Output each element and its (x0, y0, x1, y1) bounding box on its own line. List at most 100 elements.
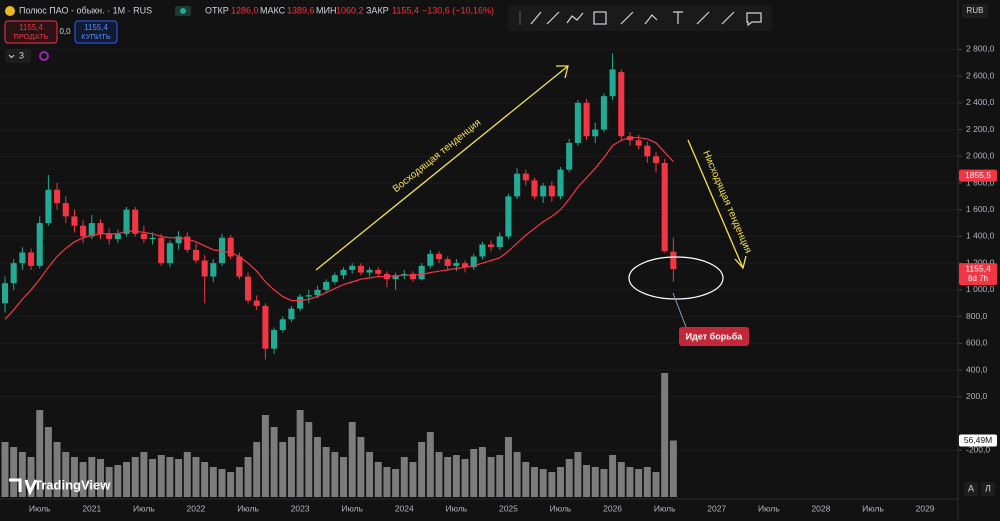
tool-text[interactable] (673, 11, 683, 24)
drawing-toolbar (508, 5, 772, 31)
candle-body (444, 259, 451, 266)
x-tick-label: 2029 (916, 503, 935, 513)
ohlc-label: МАКС (260, 5, 286, 15)
price-label: 1155,4 (965, 263, 991, 273)
volume-bar (548, 472, 556, 497)
candle-body (592, 129, 599, 137)
candle-body (253, 300, 260, 306)
volume-label: 56,49M (964, 435, 992, 445)
volume-bar (296, 410, 304, 497)
candle-body (201, 260, 208, 277)
candle-body (670, 251, 677, 270)
indicators-toggle[interactable] (5, 49, 31, 63)
candle-body (80, 225, 87, 237)
volume-bar (235, 467, 243, 497)
candle-body (149, 237, 156, 240)
y-tick-label: 2 400,0 (966, 97, 995, 107)
volume-bar (452, 455, 460, 497)
volume-bar (36, 410, 44, 497)
x-tick-label: 2027 (707, 503, 726, 513)
candle-body (644, 145, 651, 157)
volume-bar (357, 437, 365, 497)
volume-bar (114, 465, 122, 497)
candle-body (522, 173, 529, 181)
ohlc-label: ОТКР (205, 5, 229, 15)
volume-bar (461, 459, 469, 497)
sell-button[interactable] (4, 20, 58, 44)
volume-bar (383, 467, 391, 497)
auto-scale-label: A (968, 483, 974, 493)
candle-body (297, 296, 304, 309)
candle-body (392, 275, 399, 280)
y-tick-label: 2 800,0 (966, 44, 995, 54)
candle-body (166, 243, 173, 264)
tool-highlighter[interactable] (644, 14, 658, 25)
x-tick-label: Июль (446, 503, 468, 513)
tool-arrow[interactable] (696, 11, 710, 25)
volume-bar (166, 457, 174, 497)
candle-body (375, 269, 382, 274)
uptrend-arrow (315, 65, 569, 271)
volume-bar (669, 440, 677, 497)
volume-bar (27, 457, 35, 497)
volume-bar (218, 469, 226, 497)
volume-bar (62, 452, 70, 497)
volume-bar (409, 462, 417, 497)
volume-bar (97, 459, 104, 497)
volume-bar (444, 457, 452, 497)
candle-body (409, 273, 416, 280)
price-label-box (959, 169, 997, 182)
candle-body (10, 263, 17, 284)
y-tick-label: 1 600,0 (966, 204, 995, 214)
candle-body (245, 276, 252, 301)
x-tick-label: Июль (133, 503, 155, 513)
candle-body (470, 256, 477, 268)
volume-bar (600, 469, 608, 497)
candle-body (140, 233, 147, 240)
candle-body (331, 275, 338, 282)
candle-body (514, 173, 521, 197)
volume-bar (504, 437, 512, 497)
symbol: Полюс ПАО - обыкн. · 1M · RUS (19, 5, 152, 15)
y-tick-label: 2 200,0 (966, 124, 995, 134)
tool-brush[interactable] (620, 11, 634, 25)
candle-body (36, 223, 43, 266)
candle-body (574, 102, 581, 143)
ohlc-value: 1060,2 (336, 5, 364, 15)
toolbar-icons (519, 11, 762, 27)
tool-rect[interactable] (593, 11, 607, 25)
tool-line[interactable] (721, 11, 735, 25)
candle-body (618, 72, 625, 137)
auto-scale-button[interactable] (964, 482, 978, 496)
candle-body (505, 196, 512, 237)
candle-body (548, 185, 555, 197)
candle-body (427, 253, 434, 266)
candle-body (626, 136, 633, 141)
volume-bar (201, 462, 209, 497)
tool-callout[interactable] (746, 12, 762, 27)
tool-trend[interactable] (530, 11, 542, 25)
tool-ray[interactable] (546, 11, 560, 25)
tool-path[interactable] (566, 12, 584, 24)
volume-bar (279, 442, 287, 497)
x-tick-label: 2024 (395, 503, 414, 513)
candle-body (435, 253, 443, 260)
volume-bar (435, 452, 443, 497)
volume-bar (105, 467, 113, 497)
candle-body (236, 256, 243, 277)
candle-body (609, 69, 616, 97)
volume-bar (331, 452, 339, 497)
volume-bar (574, 452, 582, 497)
log-scale-button[interactable] (981, 482, 995, 496)
buy-button[interactable] (74, 20, 118, 44)
candle-body (71, 216, 78, 226)
price-label: 1855,5 (965, 170, 991, 180)
axis-layer: 2 800,0 2 600,0 2 400,0 2 200,0 2 000,0 1 800… (29, 44, 995, 514)
arrow-line (315, 65, 569, 271)
currency-box[interactable] (962, 4, 988, 18)
candle-body (158, 237, 165, 264)
y-tick-label: 2 600,0 (966, 70, 995, 80)
volume-bar (18, 452, 26, 497)
ohlc-label: ЗАКР (366, 5, 389, 15)
x-tick-label: 2028 (811, 503, 830, 513)
